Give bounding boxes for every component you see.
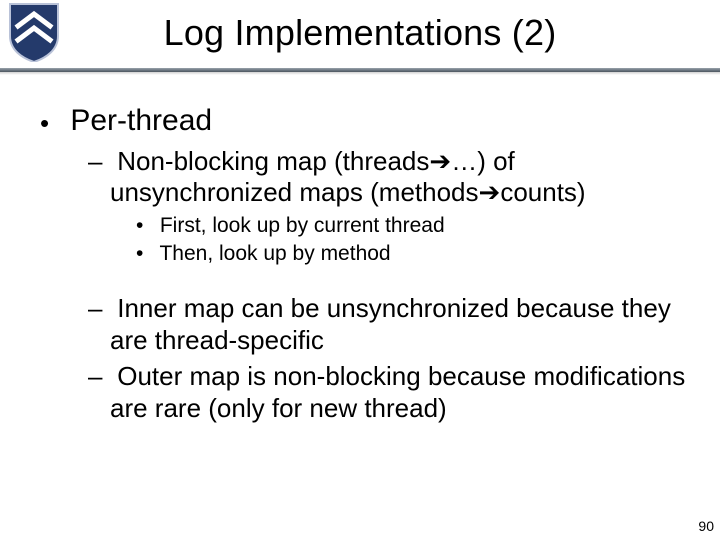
slide-body: Per-thread Non-blocking map (threads➔…) … <box>0 76 720 424</box>
bullet-text: First, look up by current thread <box>160 214 445 237</box>
bullet-text: Per-thread <box>70 104 212 137</box>
bullet-l3-first-lookup: First, look up by current thread <box>154 213 686 239</box>
bullet-text: Inner map can be unsynchronized because … <box>110 293 671 355</box>
shield-icon <box>8 2 60 62</box>
text-part: counts) <box>500 177 585 207</box>
slide-title: Log Implementations (2) <box>0 0 720 54</box>
slide-header: Log Implementations (2) <box>0 0 720 68</box>
bullet-l1-per-thread: Per-thread Non-blocking map (threads➔…) … <box>62 102 686 424</box>
bullet-l3-then-lookup: Then, look up by method <box>154 241 686 267</box>
bullet-text: Outer map is non-blocking because modifi… <box>110 361 685 423</box>
text-part: Non-blocking map (threads <box>117 146 429 176</box>
bullet-l2-nonblocking-map: Non-blocking map (threads➔…) of unsynchr… <box>110 146 686 268</box>
university-shield-logo <box>8 2 60 62</box>
page-number: 90 <box>698 518 714 534</box>
arrow-icon: ➔ <box>479 177 501 207</box>
bullet-text: Then, look up by method <box>159 242 390 265</box>
bullet-l2-outer-map: Outer map is non-blocking because modifi… <box>110 361 686 424</box>
arrow-icon: ➔ <box>429 146 451 176</box>
bullet-l2-inner-map: Inner map can be unsynchronized because … <box>110 293 686 356</box>
title-divider <box>0 68 720 76</box>
